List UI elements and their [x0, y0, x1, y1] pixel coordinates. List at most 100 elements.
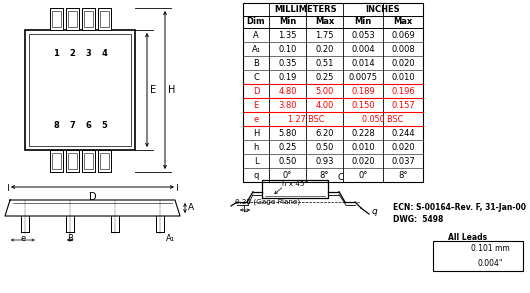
Text: 1.75: 1.75 — [315, 30, 334, 40]
Text: 0.053: 0.053 — [351, 30, 375, 40]
Text: Max: Max — [315, 18, 334, 26]
Bar — [66, 8, 78, 30]
Bar — [84, 11, 93, 27]
Text: B: B — [253, 59, 259, 67]
Bar — [243, 3, 423, 182]
Text: 3: 3 — [85, 50, 91, 59]
Bar — [66, 150, 78, 172]
Text: 0.010: 0.010 — [391, 72, 415, 81]
Text: DWG:  5498: DWG: 5498 — [393, 214, 444, 224]
Text: E: E — [150, 85, 156, 95]
Text: h: h — [253, 142, 259, 151]
Text: 0.010: 0.010 — [351, 142, 375, 151]
Text: 3.80: 3.80 — [278, 100, 297, 110]
Polygon shape — [262, 180, 328, 198]
Text: 0.020: 0.020 — [391, 142, 415, 151]
Text: 1: 1 — [53, 50, 59, 59]
Text: 4.00: 4.00 — [315, 100, 334, 110]
Text: 5: 5 — [101, 122, 107, 130]
Text: 0.228: 0.228 — [351, 129, 375, 137]
Text: 0.157: 0.157 — [391, 100, 415, 110]
Text: 0.004": 0.004" — [478, 259, 502, 268]
Text: B: B — [67, 234, 73, 243]
Text: 0.0075: 0.0075 — [349, 72, 377, 81]
Text: Dim: Dim — [246, 18, 266, 26]
Text: D: D — [89, 192, 96, 202]
Bar — [433, 241, 523, 271]
Bar — [243, 98, 422, 112]
Text: 0.101 mm: 0.101 mm — [471, 244, 509, 253]
Text: 8°: 8° — [320, 171, 329, 180]
Text: 0.189: 0.189 — [351, 86, 375, 96]
Text: Min: Min — [355, 18, 372, 26]
Text: A: A — [188, 204, 194, 212]
Bar — [100, 153, 109, 169]
Text: 0.51: 0.51 — [315, 59, 334, 67]
Text: 0.037: 0.037 — [391, 156, 415, 166]
Text: ECN: S-00164–Rev. F, 31-Jan-00: ECN: S-00164–Rev. F, 31-Jan-00 — [393, 204, 526, 212]
Text: MILLIMETERS: MILLIMETERS — [275, 5, 337, 14]
Text: 0.014: 0.014 — [351, 59, 375, 67]
Text: 0.25: 0.25 — [315, 72, 334, 81]
Bar — [82, 8, 94, 30]
Text: A₁: A₁ — [251, 45, 261, 54]
Text: 1.27 BSC: 1.27 BSC — [288, 115, 324, 124]
Text: 8°: 8° — [398, 171, 408, 180]
Text: 0.008: 0.008 — [391, 45, 415, 54]
Text: 0.069: 0.069 — [391, 30, 415, 40]
Bar — [243, 113, 422, 125]
Bar — [100, 11, 109, 27]
Text: Max: Max — [393, 18, 413, 26]
Text: 4: 4 — [101, 50, 107, 59]
Text: C: C — [337, 173, 343, 183]
Text: 1.35: 1.35 — [278, 30, 297, 40]
Text: 2: 2 — [69, 50, 75, 59]
Bar — [82, 150, 94, 172]
Text: 0.19: 0.19 — [278, 72, 297, 81]
Text: 0.196: 0.196 — [391, 86, 415, 96]
Text: 0.020: 0.020 — [351, 156, 375, 166]
Text: INCHES: INCHES — [366, 5, 400, 14]
Text: h x 45°: h x 45° — [282, 181, 308, 187]
Text: E: E — [253, 100, 259, 110]
Text: 0.25: 0.25 — [278, 142, 297, 151]
Bar — [84, 153, 93, 169]
Text: q: q — [372, 207, 378, 217]
Text: 4.80: 4.80 — [278, 86, 297, 96]
Text: 0.25 (Gage Plane): 0.25 (Gage Plane) — [235, 199, 300, 205]
Text: 0.050 BSC: 0.050 BSC — [363, 115, 404, 124]
Text: C: C — [253, 72, 259, 81]
Bar — [98, 150, 110, 172]
Bar — [98, 8, 110, 30]
Text: e: e — [20, 234, 25, 243]
Bar — [51, 153, 60, 169]
Text: 0.10: 0.10 — [278, 45, 297, 54]
Text: H: H — [168, 85, 175, 95]
Text: 0°: 0° — [358, 171, 368, 180]
Text: 0°: 0° — [283, 171, 292, 180]
Text: 0.35: 0.35 — [278, 59, 297, 67]
Bar — [51, 11, 60, 27]
Text: 0.244: 0.244 — [391, 129, 415, 137]
Text: D: D — [253, 86, 259, 96]
Text: 5.00: 5.00 — [315, 86, 334, 96]
Bar — [67, 153, 76, 169]
Bar — [25, 30, 135, 150]
Text: 0.020: 0.020 — [391, 59, 415, 67]
Text: 0.004: 0.004 — [351, 45, 375, 54]
Text: 8: 8 — [53, 122, 59, 130]
Text: 0.93: 0.93 — [315, 156, 334, 166]
Bar — [49, 8, 63, 30]
Polygon shape — [5, 200, 180, 216]
Bar — [67, 11, 76, 27]
Text: 7: 7 — [69, 122, 75, 130]
Text: 0.50: 0.50 — [278, 156, 297, 166]
Text: L: L — [243, 205, 248, 214]
Text: 0.150: 0.150 — [351, 100, 375, 110]
Text: L: L — [254, 156, 258, 166]
Text: 6: 6 — [85, 122, 91, 130]
Text: 5.80: 5.80 — [278, 129, 297, 137]
Text: q: q — [253, 171, 259, 180]
Bar — [49, 150, 63, 172]
Text: A: A — [253, 30, 259, 40]
